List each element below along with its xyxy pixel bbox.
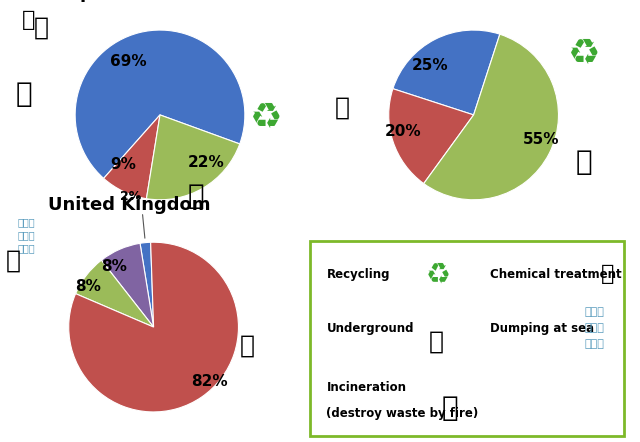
Wedge shape [140, 242, 154, 327]
Wedge shape [76, 260, 154, 327]
Text: Incineration: Incineration [326, 381, 406, 394]
Wedge shape [104, 115, 160, 199]
Text: ♻: ♻ [568, 37, 600, 71]
Text: Republic of Korea: Republic of Korea [54, 0, 233, 2]
Text: ♻: ♻ [426, 260, 451, 289]
Wedge shape [393, 30, 500, 115]
Text: 2%: 2% [120, 190, 141, 203]
Text: Sweden: Sweden [367, 0, 447, 2]
Text: 55%: 55% [523, 133, 559, 148]
Text: 8%: 8% [76, 279, 101, 294]
Text: 〰〰〰: 〰〰〰 [585, 307, 605, 317]
Text: 〰〰〰: 〰〰〰 [17, 217, 35, 227]
Wedge shape [147, 115, 240, 200]
Wedge shape [68, 242, 239, 412]
Text: Recycling: Recycling [326, 268, 390, 281]
Text: Chemical treatment: Chemical treatment [490, 268, 621, 281]
Text: 20%: 20% [385, 125, 421, 140]
Text: 🧪: 🧪 [601, 264, 614, 285]
Text: 82%: 82% [191, 374, 228, 389]
Text: ⛏: ⛏ [429, 330, 444, 354]
Text: 〰〰〰: 〰〰〰 [585, 323, 605, 333]
Text: Dumping at sea: Dumping at sea [490, 322, 594, 335]
Text: 8%: 8% [101, 259, 127, 274]
Text: ⛏: ⛏ [335, 96, 349, 120]
Text: United Kingdom: United Kingdom [47, 196, 210, 214]
Text: 25%: 25% [412, 58, 449, 73]
Wedge shape [424, 34, 559, 200]
Wedge shape [388, 89, 474, 183]
Text: ⛏: ⛏ [239, 334, 255, 358]
Text: 〰〰〰: 〰〰〰 [17, 243, 35, 253]
Text: 🔥: 🔥 [575, 148, 592, 176]
Text: (destroy waste by fire): (destroy waste by fire) [326, 407, 479, 420]
Text: ♻: ♻ [250, 101, 282, 135]
Wedge shape [75, 30, 245, 179]
Text: 🔥: 🔥 [442, 394, 458, 422]
Wedge shape [101, 243, 154, 327]
FancyBboxPatch shape [310, 240, 624, 436]
Text: 69%: 69% [110, 54, 147, 69]
Text: 🔥: 🔥 [188, 182, 204, 210]
Text: ⛏: ⛏ [34, 15, 49, 39]
Text: Underground: Underground [326, 322, 414, 335]
Text: 🧪: 🧪 [6, 249, 21, 273]
Text: 〰〰〰: 〰〰〰 [17, 230, 35, 240]
Text: 🔥: 🔥 [16, 80, 33, 108]
Text: 〰〰〰: 〰〰〰 [585, 339, 605, 349]
Text: 22%: 22% [188, 155, 225, 170]
Text: 9%: 9% [111, 157, 136, 172]
Text: 🔧: 🔧 [22, 10, 35, 30]
